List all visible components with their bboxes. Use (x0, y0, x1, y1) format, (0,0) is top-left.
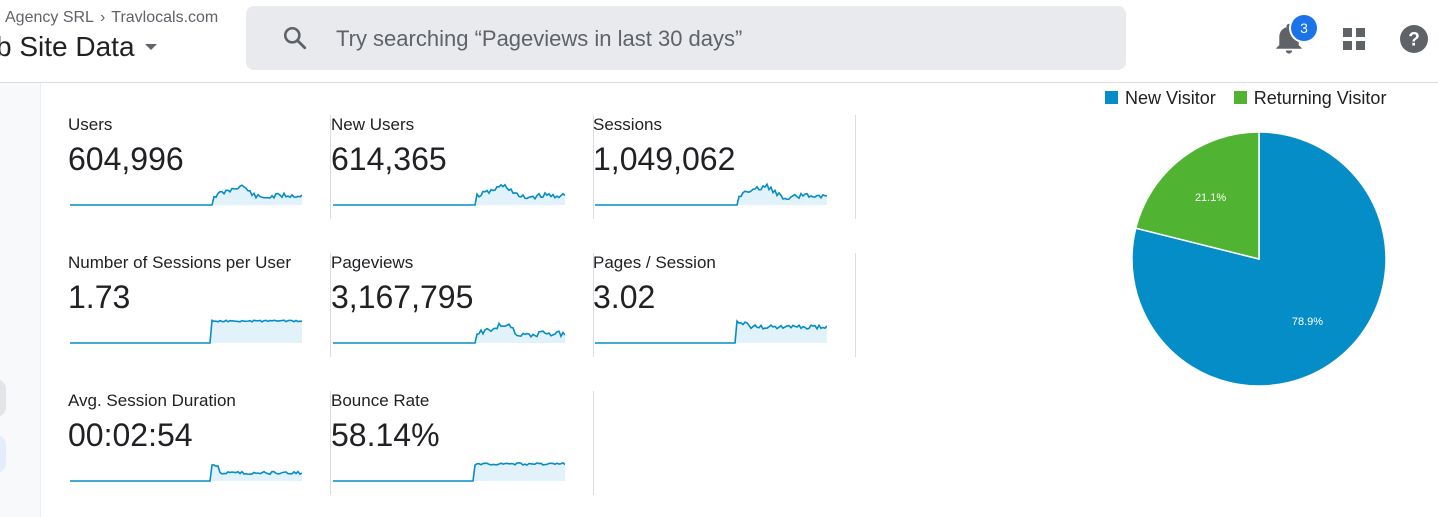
view-selector[interactable]: b Site Data (0, 31, 157, 63)
sparkline-line (333, 183, 565, 206)
sparkline-area (595, 321, 827, 343)
legend-swatch (1233, 90, 1247, 104)
metric-tile-avg-session-duration[interactable]: Avg. Session Duration 00:02:54 (68, 391, 331, 495)
metric-label: Sessions (593, 115, 662, 134)
metric-label: New Users (331, 115, 415, 134)
pie-slice-label: 21.1% (1195, 192, 1226, 204)
breadcrumb[interactable]: Agency SRL › Travlocals.com (5, 9, 218, 27)
sparkline-line (333, 321, 565, 344)
chevron-right-icon: › (99, 9, 106, 26)
metric-label: Pages / Session (593, 253, 716, 272)
sparkline-area (595, 184, 827, 205)
metric-value: 3.02 (593, 279, 656, 315)
metric-tile-sessions[interactable]: Sessions 1,049,062 (593, 115, 856, 219)
sparkline (333, 321, 565, 344)
legend-label: New Visitor (1125, 88, 1216, 108)
sparkline-line (70, 319, 302, 344)
legend-item-new-visitor[interactable]: New Visitor (1105, 88, 1216, 109)
view-name[interactable]: b Site Data (0, 31, 135, 62)
sparkline (70, 184, 302, 206)
sparkline-line (595, 319, 827, 344)
metric-label: Bounce Rate (331, 391, 430, 410)
sparkline-area (333, 462, 565, 481)
top-bar: Agency SRL›Travlocals.com b Site Data 3 … (0, 0, 1438, 83)
sparkline-line (333, 461, 565, 482)
pie-slice-label: 78.9% (1292, 316, 1323, 328)
metric-tile-pages-per-session[interactable]: Pages / Session 3.02 (593, 253, 856, 357)
search-bar[interactable] (246, 6, 1126, 70)
chart-legend: New Visitor Returning Visitor (1105, 88, 1404, 109)
metric-label: Pageviews (331, 253, 414, 272)
breadcrumb-property[interactable]: Travlocals.com (111, 9, 219, 26)
metric-tile-new-users[interactable]: New Users 614,365 (331, 115, 594, 219)
sparkline-line (70, 184, 302, 206)
breadcrumb-account[interactable]: Agency SRL (5, 9, 94, 26)
sparkline (70, 319, 302, 344)
search-input[interactable] (334, 20, 1098, 58)
metric-label: Users (68, 115, 113, 134)
help-icon[interactable]: ? (1399, 24, 1429, 54)
apps-grid-icon[interactable] (1342, 27, 1366, 51)
sparkline (595, 319, 827, 344)
metric-tile-pageviews[interactable]: Pageviews 3,167,795 (331, 253, 594, 357)
metric-value: 00:02:54 (68, 417, 193, 453)
notification-count-badge[interactable]: 3 (1291, 15, 1317, 41)
metric-value: 1.73 (68, 279, 131, 315)
rail-nav-item[interactable] (0, 379, 6, 417)
metric-value: 604,996 (68, 141, 184, 177)
metric-value: 58.14% (331, 417, 440, 453)
sparkline (595, 182, 827, 206)
metric-value: 3,167,795 (331, 279, 474, 315)
legend-item-returning-visitor[interactable]: Returning Visitor (1233, 88, 1387, 109)
pie-slice-returning-visitor[interactable] (1134, 131, 1260, 260)
visitor-type-pie-chart: 78.9% 21.1% (1131, 131, 1387, 387)
metric-value: 1,049,062 (593, 141, 736, 177)
rail-nav-item[interactable] (0, 435, 6, 473)
svg-text:?: ? (1408, 30, 1420, 51)
caret-down-icon[interactable] (144, 43, 157, 50)
metric-value: 614,365 (331, 141, 447, 177)
metric-label: Avg. Session Duration (68, 391, 236, 410)
sparkline-line (70, 464, 302, 482)
sparkline-area (70, 320, 302, 343)
sparkline (70, 464, 302, 482)
sparkline-line (595, 182, 827, 206)
search-icon[interactable] (282, 25, 308, 51)
left-nav-rail (0, 83, 41, 517)
sparkline (333, 183, 565, 206)
metric-label: Number of Sessions per User (68, 253, 291, 272)
sparkline (333, 461, 565, 482)
sparkline-area (333, 184, 565, 205)
legend-label: Returning Visitor (1253, 88, 1387, 108)
legend-swatch (1105, 90, 1118, 104)
metric-tile-sessions-per-user[interactable]: Number of Sessions per User 1.73 (68, 253, 331, 357)
sparkline-area (333, 323, 565, 343)
metric-tile-users[interactable]: Users 604,996 (68, 115, 331, 219)
metric-tile-bounce-rate[interactable]: Bounce Rate 58.14% (331, 391, 594, 495)
sparkline-area (70, 185, 302, 205)
sparkline-area (70, 464, 302, 481)
